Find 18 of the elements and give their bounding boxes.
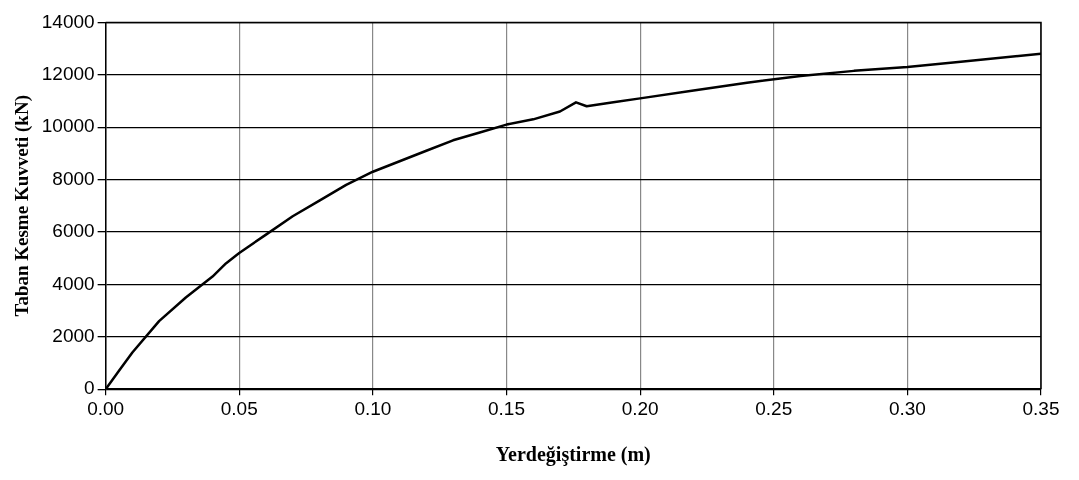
- x-tick-label: 0.00: [87, 397, 125, 419]
- x-tick-label: 0.25: [755, 397, 793, 419]
- x-tick-label: 0.20: [621, 397, 659, 419]
- x-tick-label: 0.30: [888, 397, 926, 419]
- y-tick-label: 0: [84, 377, 95, 399]
- x-tick-label: 0.15: [488, 397, 525, 419]
- y-tick-label: 6000: [52, 220, 95, 242]
- y-axis-title: Taban Kesme Kuvveti (kN): [11, 95, 34, 317]
- y-tick-label: 12000: [41, 63, 95, 85]
- y-tick-label: 14000: [41, 10, 95, 32]
- y-tick-label: 4000: [52, 272, 95, 294]
- x-tick-label: 0.10: [354, 397, 392, 419]
- x-axis-title: Yerdeğiştirme (m): [495, 443, 651, 467]
- x-tick-label: 0.35: [1022, 397, 1060, 419]
- y-tick-label: 10000: [41, 115, 95, 137]
- y-tick-label: 8000: [52, 167, 95, 189]
- y-tick-label: 2000: [52, 325, 95, 347]
- x-tick-label: 0.05: [220, 397, 258, 419]
